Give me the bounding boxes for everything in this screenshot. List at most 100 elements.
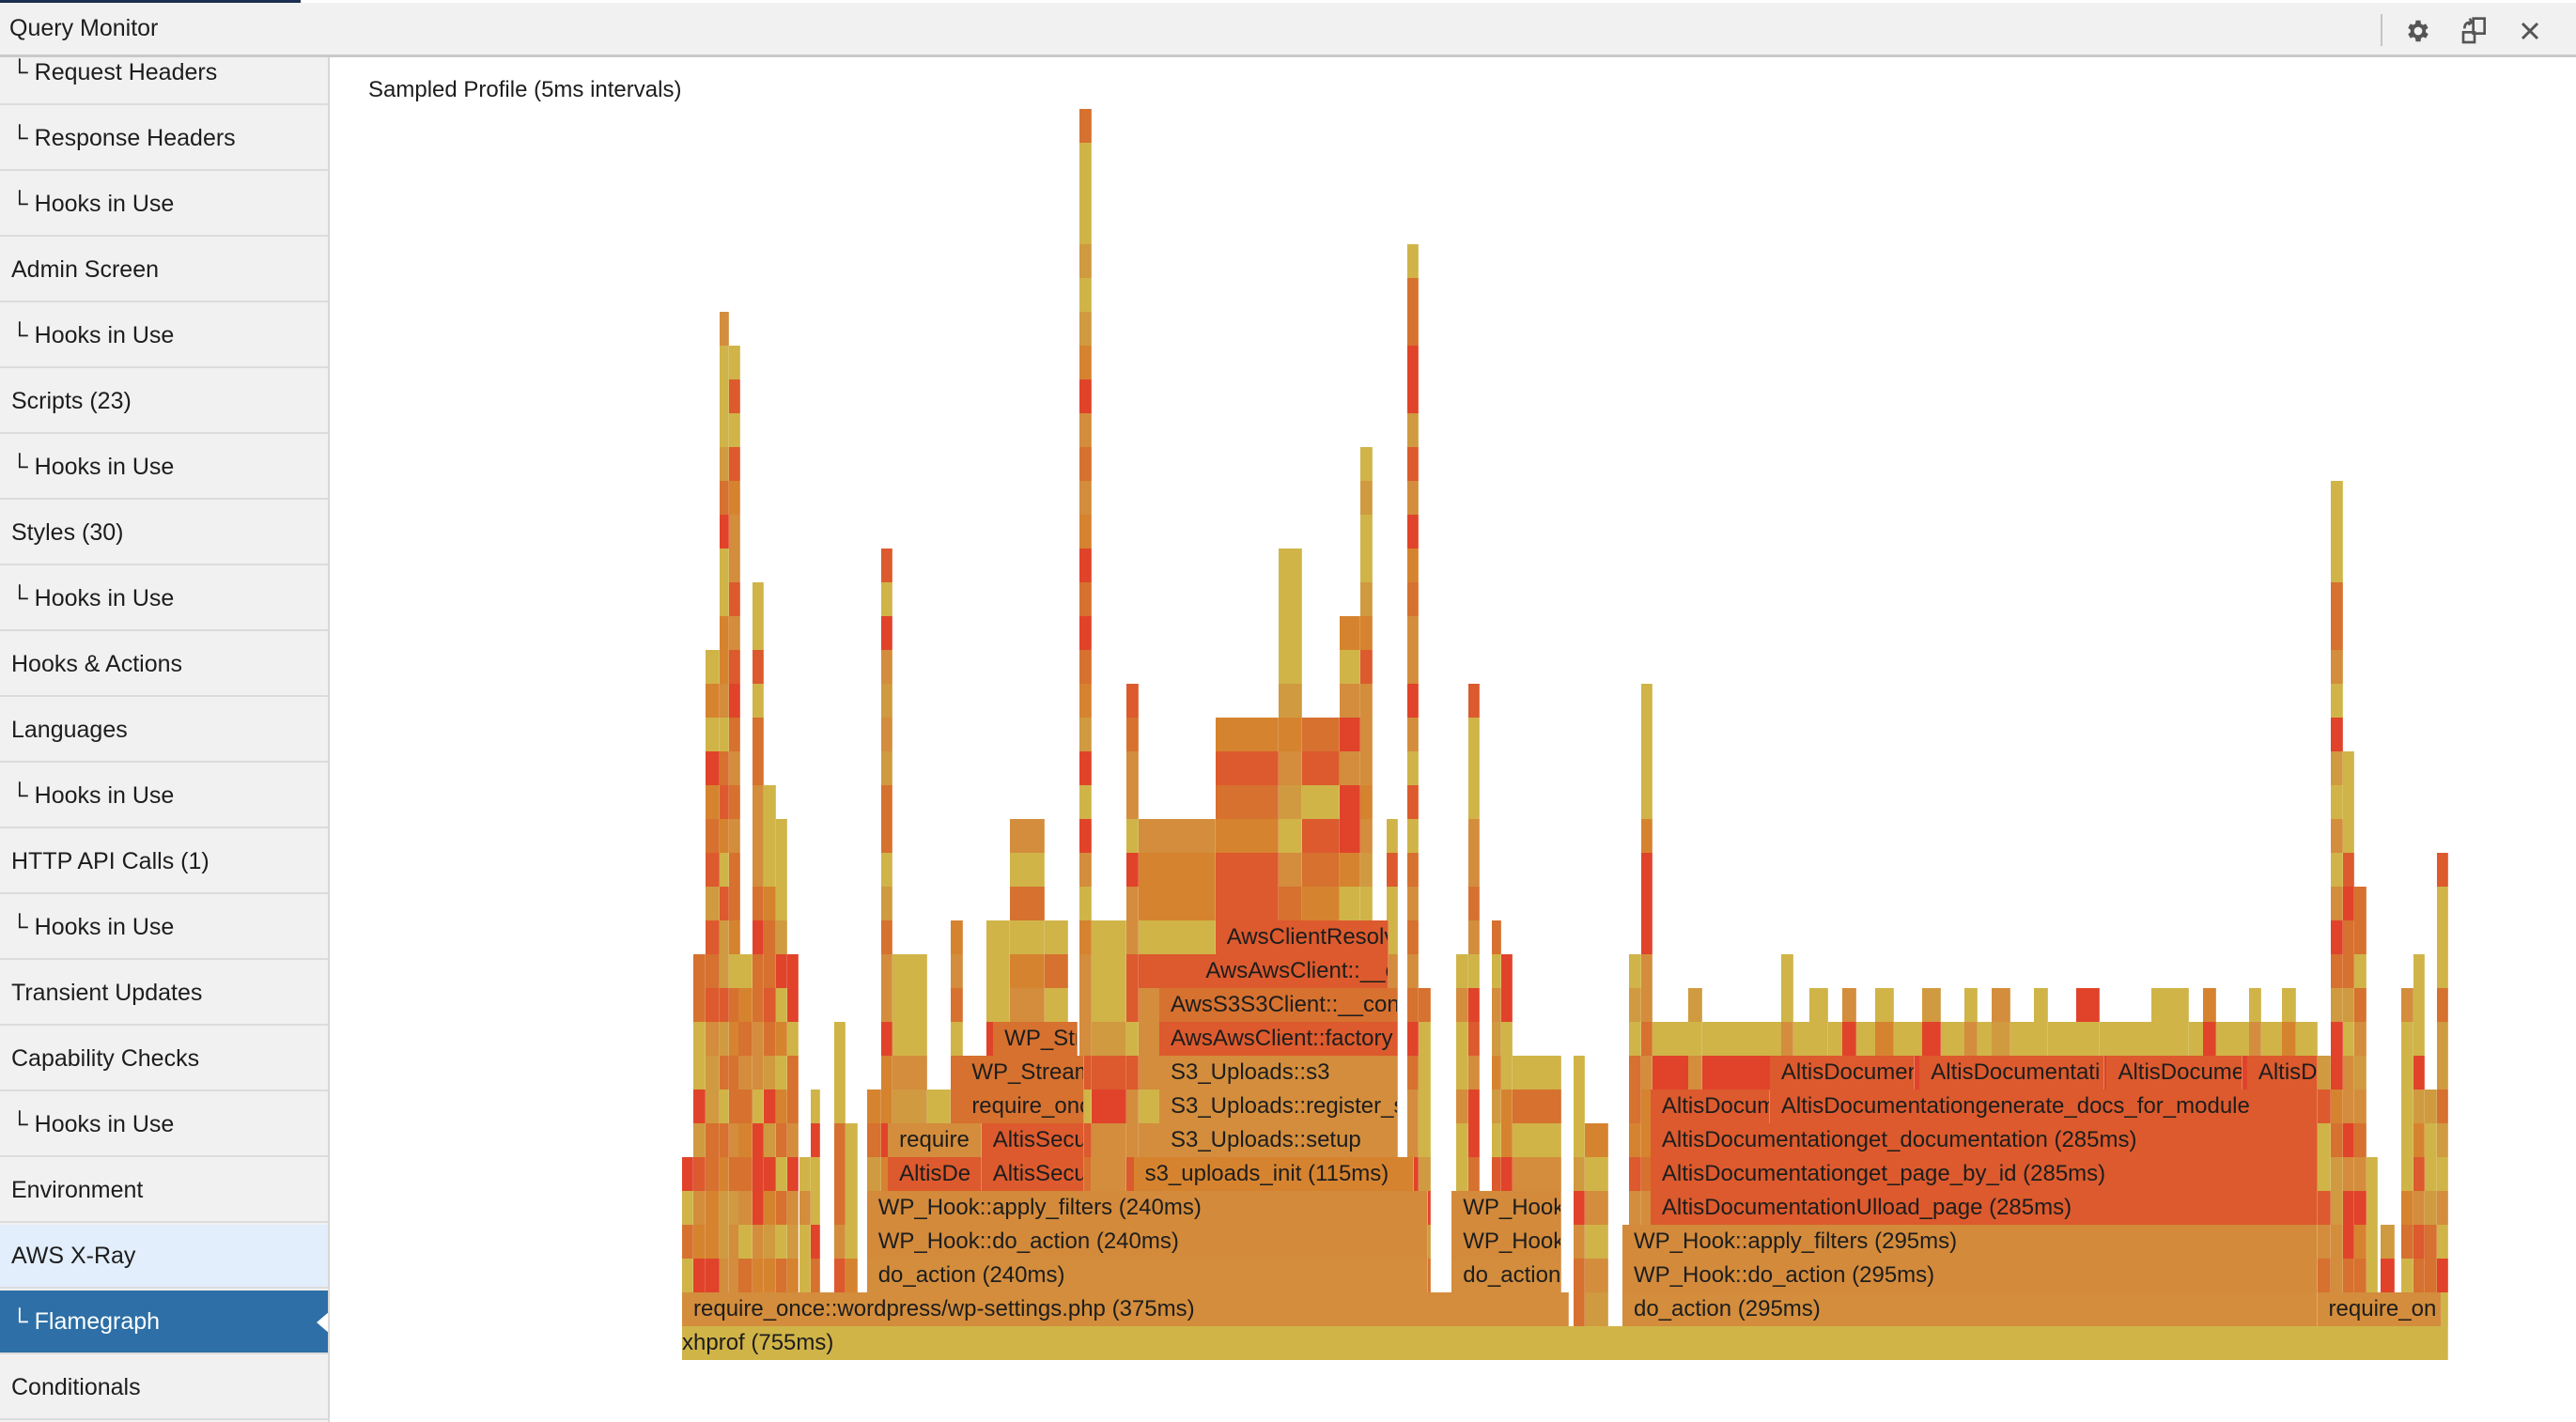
flame-cell[interactable] <box>775 988 788 1022</box>
flame-cell[interactable] <box>1406 616 1420 650</box>
flame-cell[interactable] <box>1629 1022 1641 1056</box>
flame-cell[interactable] <box>880 988 893 1022</box>
flame-cell[interactable] <box>719 515 729 549</box>
flame-cell[interactable] <box>728 785 741 819</box>
flame-frame[interactable]: S3_Uploads::register_st <box>1158 1090 1398 1123</box>
flame-cell[interactable] <box>2401 1056 2413 1090</box>
flame-frame[interactable]: require_onc <box>960 1090 1085 1123</box>
flame-cell[interactable] <box>1640 684 1653 718</box>
flame-cell[interactable] <box>787 1157 799 1191</box>
flame-cell[interactable] <box>764 988 776 1022</box>
flame-cell[interactable] <box>1500 1123 1513 1157</box>
flame-cell[interactable] <box>985 920 1010 954</box>
flame-cell[interactable] <box>833 1123 846 1157</box>
flame-frame[interactable]: WP_Hook::apply_filters (240ms) <box>866 1191 1429 1225</box>
flame-cell[interactable] <box>2380 1259 2395 1292</box>
flame-cell[interactable] <box>833 1056 846 1090</box>
flame-cell[interactable] <box>1640 751 1653 785</box>
flame-frame[interactable]: do_action <box>1451 1259 1562 1292</box>
flame-cell[interactable] <box>1339 853 1361 887</box>
flame-cell[interactable] <box>705 853 720 887</box>
flame-cell[interactable] <box>1079 346 1092 379</box>
flame-frame[interactable]: WP_Hook::do_action (295ms) <box>1622 1259 2318 1292</box>
flame-cell[interactable] <box>1360 447 1373 481</box>
flame-cell[interactable] <box>787 1056 799 1090</box>
flame-cell[interactable] <box>775 1022 788 1056</box>
flame-cell[interactable] <box>2354 1090 2367 1123</box>
flame-cell[interactable] <box>1079 312 1092 346</box>
flame-cell[interactable] <box>1629 1090 1641 1123</box>
flame-cell[interactable] <box>752 1022 765 1056</box>
flame-cell[interactable] <box>1640 1022 1653 1056</box>
flame-cell[interactable] <box>1921 1022 1941 1056</box>
flame-cell[interactable] <box>719 549 729 582</box>
flame-cell[interactable] <box>719 819 729 853</box>
flame-cell[interactable] <box>2436 920 2448 954</box>
flame-cell[interactable] <box>1406 1022 1420 1056</box>
flame-cell[interactable] <box>775 920 788 954</box>
flame-cell[interactable] <box>1406 887 1420 920</box>
flame-cell[interactable] <box>880 582 893 616</box>
flame-cell[interactable] <box>1640 718 1653 751</box>
flame-cell[interactable] <box>951 988 963 1022</box>
flame-cell[interactable] <box>693 1191 706 1225</box>
flame-cell[interactable] <box>682 1259 694 1292</box>
flame-cell[interactable] <box>728 515 741 549</box>
flame-cell[interactable] <box>719 481 729 515</box>
flame-cell[interactable] <box>2076 1022 2100 1056</box>
flame-cell[interactable] <box>1278 887 1302 920</box>
sidebar-item[interactable]: └ Hooks in Use <box>0 765 328 828</box>
flame-frame[interactable]: AltisDocumentationget_documentation (285… <box>1650 1123 2318 1157</box>
close-icon[interactable] <box>2511 12 2549 50</box>
flame-cell[interactable] <box>1512 1090 1562 1123</box>
flame-cell[interactable] <box>764 920 776 954</box>
flame-cell[interactable] <box>1091 988 1127 1022</box>
flame-cell[interactable] <box>752 785 765 819</box>
flame-cell[interactable] <box>764 1090 776 1123</box>
flame-cell[interactable] <box>1467 954 1481 988</box>
flame-cell[interactable] <box>752 751 765 785</box>
flame-cell[interactable] <box>1138 920 1216 954</box>
flame-cell[interactable] <box>1467 853 1481 887</box>
flame-cell[interactable] <box>1360 785 1373 819</box>
sidebar-item[interactable]: └ Hooks in Use <box>0 436 328 500</box>
flame-cell[interactable] <box>787 1090 799 1123</box>
flame-cell[interactable] <box>2317 1191 2332 1225</box>
flame-frame[interactable]: s3_uploads_init (115ms) <box>1133 1157 1415 1191</box>
flame-cell[interactable] <box>752 1225 765 1259</box>
flame-cell[interactable] <box>880 785 893 819</box>
flame-cell[interactable] <box>1079 718 1092 751</box>
flame-cell[interactable] <box>705 718 720 751</box>
flame-cell[interactable] <box>1091 920 1127 954</box>
flame-cell[interactable] <box>1079 210 1092 244</box>
flame-cell[interactable] <box>1278 582 1302 616</box>
flame-cell[interactable] <box>880 954 893 988</box>
flame-cell[interactable] <box>752 616 765 650</box>
flame-cell[interactable] <box>1278 718 1302 751</box>
flame-cell[interactable] <box>1467 718 1481 751</box>
sidebar-item[interactable]: Admin Screen <box>0 239 328 302</box>
flame-cell[interactable] <box>1406 481 1420 515</box>
flame-cell[interactable] <box>846 1123 858 1157</box>
flame-cell[interactable] <box>1079 650 1092 684</box>
flame-cell[interactable] <box>1419 1157 1431 1191</box>
flame-cell[interactable] <box>1360 515 1373 549</box>
flame-cell[interactable] <box>787 1123 799 1157</box>
flame-cell[interactable] <box>1419 988 1431 1022</box>
flame-cell[interactable] <box>728 751 741 785</box>
flame-cell[interactable] <box>1491 1022 1501 1056</box>
flame-cell[interactable] <box>719 853 729 887</box>
flame-cell[interactable] <box>1406 1090 1420 1123</box>
flame-cell[interactable] <box>728 819 741 853</box>
flame-cell[interactable] <box>810 1157 820 1191</box>
flame-cell[interactable] <box>1009 920 1045 954</box>
flame-cell[interactable] <box>1301 887 1340 920</box>
flame-frame[interactable]: AltisDocum <box>1650 1090 1770 1123</box>
flame-cell[interactable] <box>752 1123 765 1157</box>
flame-cell[interactable] <box>705 954 720 988</box>
flame-cell[interactable] <box>1386 954 1398 988</box>
flame-cell[interactable] <box>1406 954 1420 988</box>
flame-frame[interactable]: WP_Str <box>993 1022 1078 1056</box>
flame-frame[interactable]: AltisSecurit <box>981 1157 1085 1191</box>
flame-cell[interactable] <box>1781 954 1793 988</box>
